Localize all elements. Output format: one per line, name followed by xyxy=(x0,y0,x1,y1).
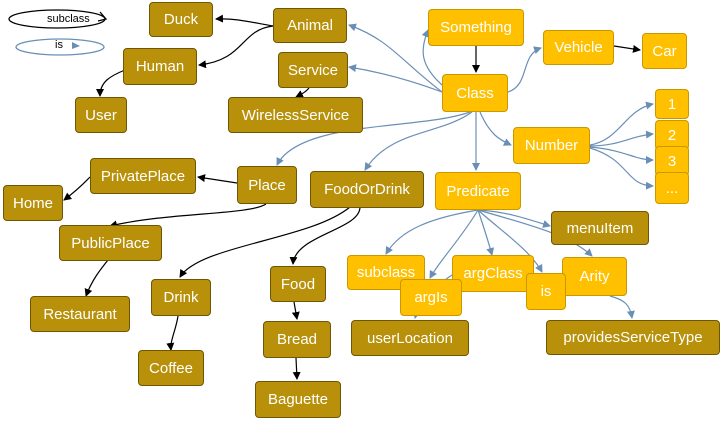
edge-vehicle-car xyxy=(613,44,641,53)
edge-place-publicplace xyxy=(109,203,267,229)
edge-class-something xyxy=(421,29,443,86)
edge-animal-human xyxy=(198,25,274,69)
node-service[interactable]: Service xyxy=(278,52,348,88)
edge-number-2 xyxy=(589,130,654,147)
node-coffee[interactable]: Coffee xyxy=(138,350,204,386)
node-duck[interactable]: Duck xyxy=(149,2,213,37)
edge-predicate-subclass xyxy=(385,209,479,255)
edge-class-service xyxy=(348,64,443,93)
node-place[interactable]: Place xyxy=(237,166,297,204)
edge-bread-baguette xyxy=(292,357,301,380)
node-food-or-drink[interactable]: FoodOrDrink xyxy=(310,171,424,208)
edge-class-foodordrink xyxy=(364,111,473,171)
node-menu-item[interactable]: menuItem xyxy=(551,211,649,245)
node-restaurant[interactable]: Restaurant xyxy=(30,296,130,332)
node-number-ellipsis[interactable]: ... xyxy=(655,172,689,204)
edge-place-privateplace xyxy=(197,174,238,184)
edge-animal-duck xyxy=(215,14,274,27)
node-is[interactable]: is xyxy=(526,273,566,310)
node-baguette[interactable]: Baguette xyxy=(255,381,341,418)
node-something[interactable]: Something xyxy=(428,9,524,46)
node-args[interactable]: argIs xyxy=(400,279,462,316)
edge-foodordrink-drink xyxy=(179,206,351,278)
node-drink[interactable]: Drink xyxy=(151,279,211,316)
edge-predicate-menuitem xyxy=(477,209,551,228)
node-car[interactable]: Car xyxy=(642,33,687,69)
edge-class-animal xyxy=(348,23,443,93)
edge-privateplace-home xyxy=(63,176,91,201)
node-food[interactable]: Food xyxy=(270,266,326,302)
edge-class-place xyxy=(276,111,471,166)
node-user[interactable]: User xyxy=(75,97,127,133)
node-arg-class[interactable]: argClass xyxy=(452,255,534,292)
node-public-place[interactable]: PublicPlace xyxy=(59,225,162,261)
legend-is-arrowhead xyxy=(72,42,80,49)
edge-class-number xyxy=(479,111,512,146)
edge-number-1 xyxy=(589,101,654,146)
node-class[interactable]: Class xyxy=(442,74,508,112)
edge-predicate-is xyxy=(477,209,543,273)
node-arity[interactable]: Arity xyxy=(562,257,627,296)
legend-subclass-arrowhead xyxy=(97,11,108,22)
edge-drink-coffee xyxy=(166,315,179,351)
legend-is-loop xyxy=(15,38,105,56)
edge-predicate-args xyxy=(429,209,479,279)
legend-subclass-label: subclass xyxy=(47,13,90,25)
node-number-3[interactable]: 3 xyxy=(655,146,689,176)
node-home[interactable]: Home xyxy=(3,185,63,221)
node-number[interactable]: Number xyxy=(513,127,590,164)
edge-service-wireless xyxy=(295,87,310,98)
node-provides-service-type[interactable]: providesServiceType xyxy=(546,320,720,355)
legend-is-label: is xyxy=(55,39,63,51)
node-vehicle[interactable]: Vehicle xyxy=(543,30,614,65)
edge-foodordrink-food xyxy=(289,206,361,265)
node-wireless-service[interactable]: WirelessService xyxy=(228,97,363,133)
edge-number-dots xyxy=(589,147,654,190)
edge-predicate-arity xyxy=(477,209,593,257)
edge-food-bread xyxy=(291,301,300,320)
node-predicate[interactable]: Predicate xyxy=(435,172,521,210)
edge-class-vehicle xyxy=(507,46,542,93)
edge-arity-provides xyxy=(609,295,635,319)
edge-human-user xyxy=(96,69,126,97)
node-human[interactable]: Human xyxy=(123,48,197,85)
node-bread[interactable]: Bread xyxy=(263,321,331,358)
node-number-1[interactable]: 1 xyxy=(655,89,689,119)
edge-publicplace-restaurant xyxy=(84,259,109,297)
node-user-location[interactable]: userLocation xyxy=(351,320,469,356)
edge-predicate-argclass xyxy=(477,209,495,256)
node-animal[interactable]: Animal xyxy=(273,8,347,43)
edge-number-3 xyxy=(589,146,654,164)
node-private-place[interactable]: PrivatePlace xyxy=(90,158,196,194)
